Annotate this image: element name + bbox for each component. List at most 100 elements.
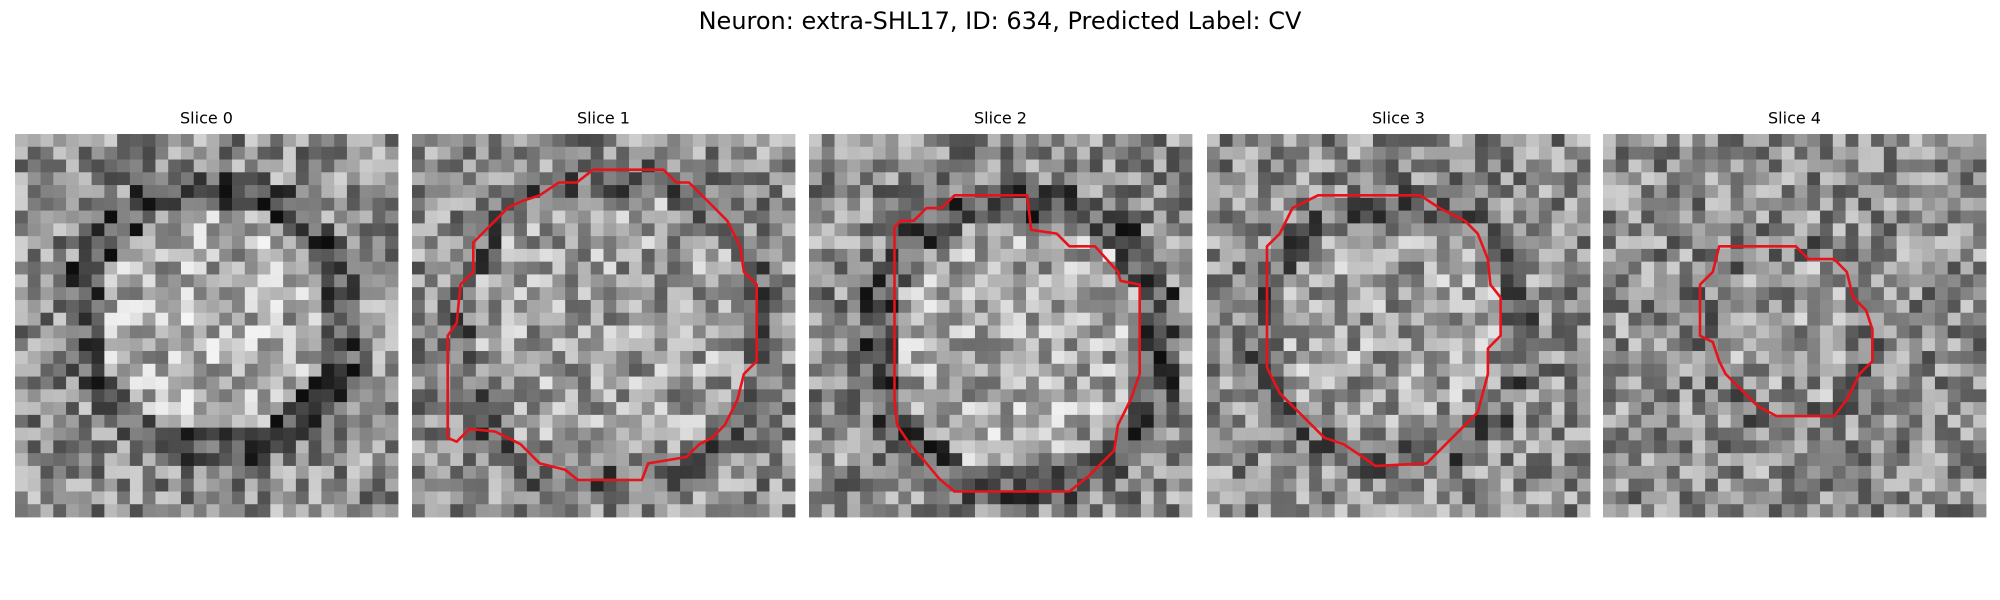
image-pixel bbox=[1296, 210, 1310, 224]
image-pixel bbox=[155, 504, 169, 518]
image-pixel bbox=[1871, 248, 1885, 263]
image-pixel bbox=[1526, 440, 1540, 454]
image-pixel bbox=[91, 363, 105, 377]
image-pixel bbox=[463, 491, 477, 505]
image-pixel bbox=[346, 146, 361, 160]
image-pixel bbox=[731, 491, 745, 505]
image-pixel bbox=[66, 351, 80, 365]
image-pixel bbox=[1641, 427, 1655, 441]
image-pixel bbox=[1960, 248, 1974, 263]
image-pixel bbox=[565, 248, 579, 263]
image-pixel bbox=[1153, 248, 1167, 263]
image-pixel bbox=[1858, 274, 1872, 288]
image-pixel bbox=[974, 427, 989, 441]
image-pixel bbox=[359, 261, 373, 275]
image-pixel bbox=[1347, 236, 1361, 250]
image-pixel bbox=[155, 440, 169, 454]
image-pixel bbox=[1538, 414, 1553, 429]
image-pixel bbox=[834, 427, 848, 441]
image-pixel bbox=[142, 414, 156, 429]
image-pixel bbox=[1807, 453, 1821, 467]
image-pixel bbox=[1245, 312, 1259, 326]
image-pixel bbox=[590, 172, 604, 186]
image-pixel bbox=[1077, 491, 1091, 505]
image-pixel bbox=[1013, 274, 1027, 288]
image-pixel bbox=[295, 185, 310, 199]
image-pixel bbox=[1832, 363, 1846, 377]
image-pixel bbox=[232, 440, 246, 454]
image-pixel bbox=[180, 351, 195, 365]
image-pixel bbox=[590, 351, 604, 365]
image-pixel bbox=[117, 261, 131, 275]
image-pixel bbox=[1883, 299, 1898, 314]
image-pixel bbox=[270, 197, 284, 211]
image-pixel bbox=[1705, 389, 1719, 403]
image-pixel bbox=[424, 210, 438, 224]
image-pixel bbox=[629, 440, 643, 454]
image-pixel bbox=[424, 312, 438, 326]
image-pixel bbox=[1717, 287, 1732, 301]
image-pixel bbox=[1717, 427, 1732, 441]
image-pixel bbox=[1781, 478, 1795, 492]
image-pixel bbox=[1232, 440, 1246, 454]
image-pixel bbox=[923, 402, 938, 416]
image-pixel bbox=[667, 159, 681, 173]
image-pixel bbox=[1538, 312, 1553, 326]
image-pixel bbox=[872, 159, 886, 173]
image-pixel bbox=[552, 491, 566, 505]
image-pixel bbox=[1232, 236, 1246, 250]
image-pixel bbox=[1641, 376, 1655, 390]
image-pixel bbox=[1717, 389, 1732, 403]
image-pixel bbox=[295, 312, 310, 326]
image-pixel bbox=[53, 504, 67, 518]
image-pixel bbox=[1347, 197, 1361, 211]
image-pixel bbox=[1513, 159, 1527, 173]
image-pixel bbox=[117, 465, 131, 480]
image-pixel bbox=[1743, 134, 1757, 148]
image-pixel bbox=[66, 299, 80, 314]
image-pixel bbox=[860, 159, 874, 173]
image-pixel bbox=[117, 478, 131, 492]
image-pixel bbox=[552, 351, 566, 365]
image-pixel bbox=[565, 134, 579, 148]
image-pixel bbox=[206, 287, 220, 301]
image-pixel bbox=[219, 376, 233, 390]
image-pixel bbox=[1219, 210, 1233, 224]
image-pixel bbox=[1615, 453, 1629, 467]
image-pixel bbox=[769, 465, 783, 480]
image-pixel bbox=[962, 504, 976, 518]
image-pixel bbox=[1089, 465, 1104, 480]
image-pixel bbox=[1102, 402, 1116, 416]
image-pixel bbox=[1258, 146, 1272, 160]
image-pixel bbox=[923, 134, 938, 148]
image-pixel bbox=[1526, 185, 1540, 199]
image-pixel bbox=[1564, 414, 1578, 429]
image-pixel bbox=[1245, 465, 1259, 480]
image-pixel bbox=[834, 504, 848, 518]
image-pixel bbox=[1207, 159, 1221, 173]
image-pixel bbox=[1896, 363, 1910, 377]
image-pixel bbox=[437, 159, 451, 173]
image-pixel bbox=[27, 351, 41, 365]
image-pixel bbox=[1179, 363, 1193, 377]
image-pixel bbox=[577, 338, 592, 352]
image-pixel bbox=[1705, 134, 1719, 148]
image-pixel bbox=[1756, 389, 1770, 403]
image-pixel bbox=[1270, 159, 1284, 173]
image-pixel bbox=[53, 402, 67, 416]
image-pixel bbox=[1013, 440, 1027, 454]
image-pixel bbox=[1538, 134, 1553, 148]
image-pixel bbox=[885, 197, 899, 211]
image-pixel bbox=[1909, 146, 1923, 160]
image-pixel bbox=[424, 261, 438, 275]
image-pixel bbox=[346, 312, 361, 326]
image-pixel bbox=[257, 465, 271, 480]
image-pixel bbox=[1115, 363, 1129, 377]
image-pixel bbox=[577, 146, 592, 160]
image-pixel bbox=[463, 197, 477, 211]
image-pixel bbox=[1064, 338, 1078, 352]
image-pixel bbox=[219, 185, 233, 199]
image-pixel bbox=[1462, 287, 1476, 301]
image-pixel bbox=[1449, 351, 1463, 365]
image-pixel bbox=[974, 414, 989, 429]
